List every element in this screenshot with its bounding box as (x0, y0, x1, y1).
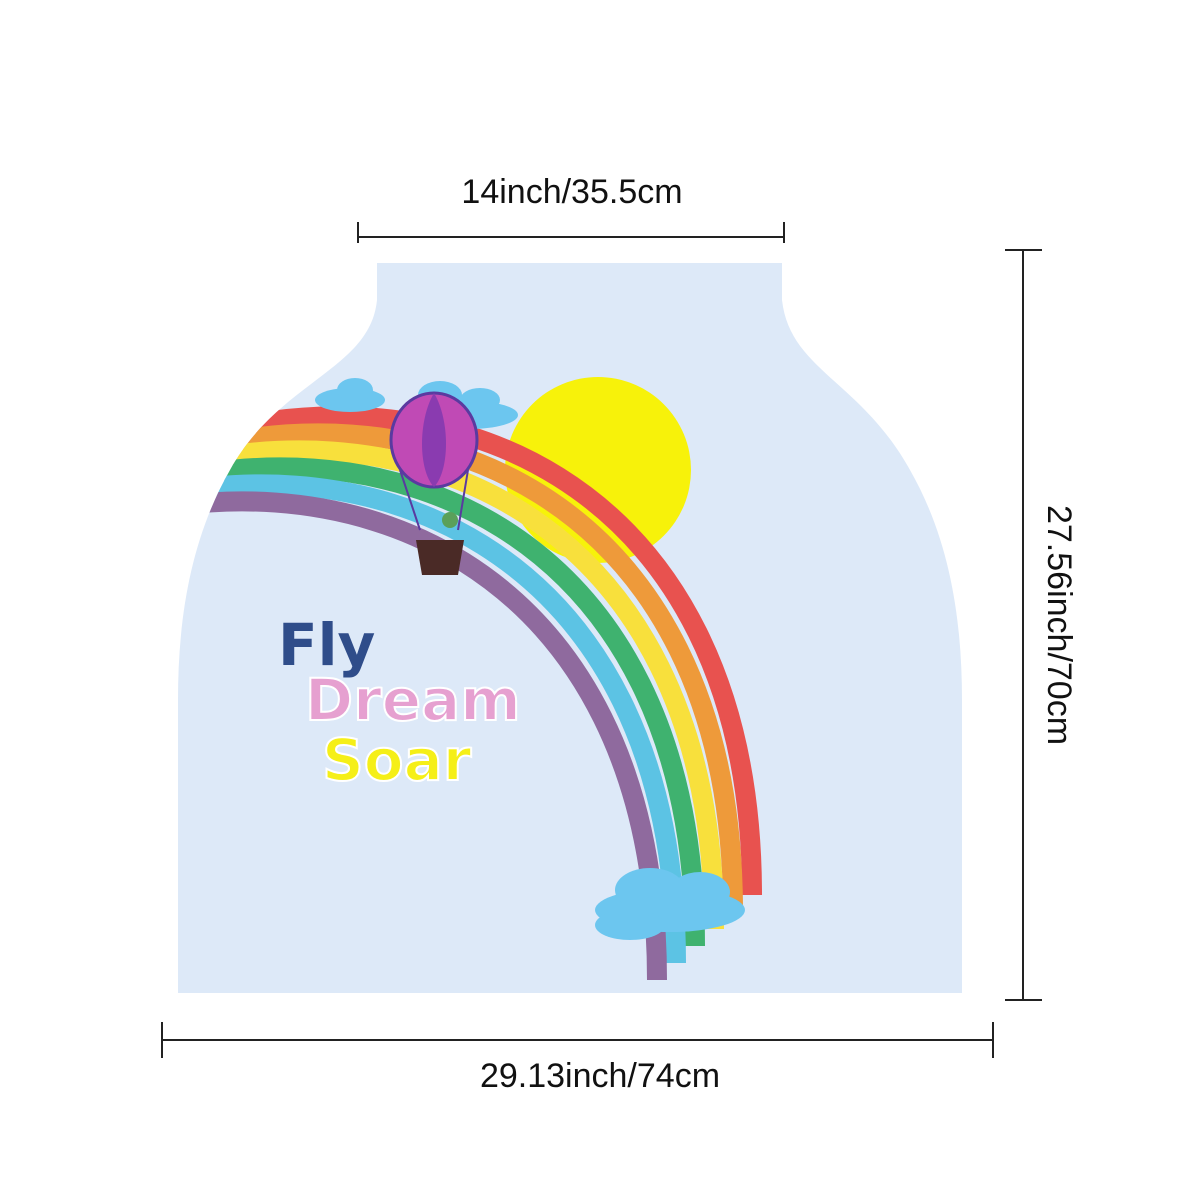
sun (505, 377, 691, 563)
balloon (389, 391, 479, 575)
slogan-soar: Soar (322, 726, 472, 794)
slogan-fly: Fly (278, 611, 375, 679)
side-dimension: 27.56inch/70cm (1040, 505, 1078, 745)
bottom-dimension: 29.13inch/74cm (480, 1057, 720, 1095)
dimension-lines (161, 222, 1042, 1058)
top-dimension: 14inch/35.5cm (461, 173, 682, 211)
rainbow-band (178, 457, 705, 947)
rainbow-band (178, 423, 743, 913)
slogan-dream: Dream (305, 666, 521, 734)
rainbow-band (178, 406, 762, 896)
rainbow-band (178, 440, 724, 930)
